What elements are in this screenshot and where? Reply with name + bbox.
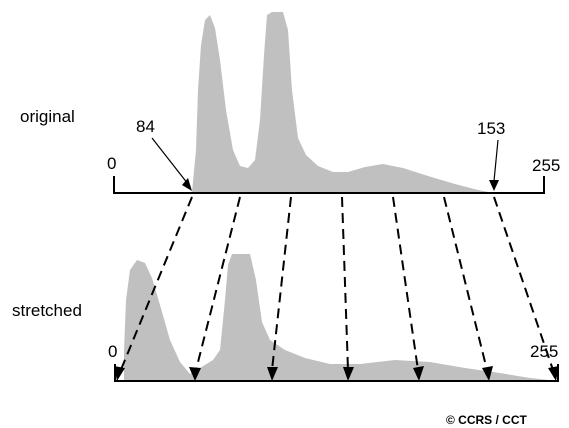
copyright-credit: © CCRS / CCT [446, 413, 528, 427]
stretched-label: stretched [12, 301, 82, 320]
mapping-arrowhead [189, 367, 201, 381]
mapping-arrowhead [114, 366, 125, 381]
stretched-axis-min-label: 0 [108, 342, 117, 361]
stretched-histogram [124, 254, 558, 381]
mapping-line [443, 196, 488, 371]
mapping-arrowhead [548, 366, 559, 381]
stretch-low-value-label: 84 [136, 117, 155, 136]
stretch-high-value-label: 153 [477, 119, 505, 138]
mapping-arrowhead [413, 366, 424, 381]
high-value-pointer-arrow [493, 139, 499, 182]
low-value-pointer-arrow [151, 137, 189, 185]
mapping-arrowhead [267, 367, 278, 381]
mapping-line [195, 196, 241, 371]
low-value-pointer-arrowhead [182, 178, 192, 191]
original-axis-max-label: 255 [532, 156, 560, 175]
mapping-line [493, 196, 554, 371]
original-histogram [192, 12, 494, 193]
mapping-lines [119, 196, 554, 373]
mapping-line [271, 196, 292, 371]
high-value-pointer-arrowhead [489, 180, 499, 191]
original-label: original [20, 107, 75, 126]
mapping-line [392, 196, 419, 371]
mapping-arrowheads [114, 366, 559, 381]
mapping-line [341, 196, 349, 371]
stretched-axis-max-label: 255 [530, 342, 558, 361]
mapping-arrowhead [482, 366, 493, 381]
mapping-arrowhead [343, 367, 354, 381]
original-axis-min-label: 0 [107, 154, 116, 173]
